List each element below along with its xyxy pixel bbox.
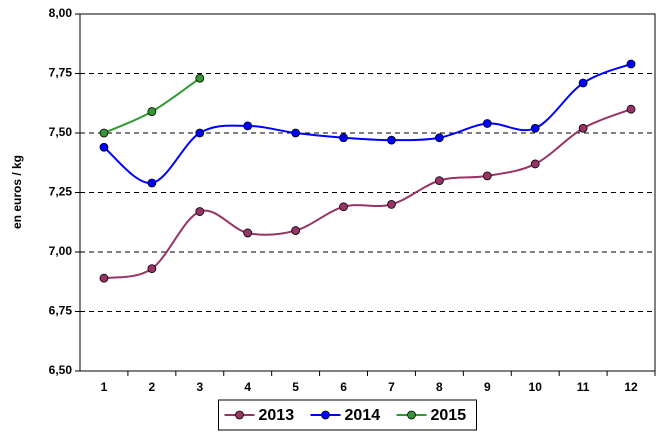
x-tick-label: 9 xyxy=(484,380,491,394)
y-tick-label: 7,50 xyxy=(49,125,73,139)
marker xyxy=(147,107,157,116)
marker xyxy=(339,202,348,212)
marker xyxy=(99,128,109,138)
marker xyxy=(482,171,492,181)
marker xyxy=(99,273,109,283)
legend-box xyxy=(218,399,477,431)
x-tick-label: 6 xyxy=(340,380,347,394)
marker xyxy=(434,133,444,143)
marker xyxy=(578,123,588,133)
marker xyxy=(626,59,636,69)
x-tick-label: 3 xyxy=(196,380,203,394)
marker xyxy=(195,128,205,138)
marker xyxy=(291,226,301,235)
marker xyxy=(243,121,253,131)
legend-label: 2014 xyxy=(345,407,381,424)
marker xyxy=(243,228,253,238)
x-tick-label: 8 xyxy=(436,380,443,394)
legend-label: 2015 xyxy=(431,407,467,424)
marker xyxy=(147,264,157,274)
y-tick-label: 7,25 xyxy=(49,185,73,199)
marker xyxy=(530,123,540,133)
marker xyxy=(147,178,157,188)
marker xyxy=(339,133,348,143)
legend-label: 2013 xyxy=(259,407,295,424)
marker xyxy=(291,128,301,138)
y-tick-label: 7,00 xyxy=(49,244,73,258)
marker xyxy=(434,176,444,186)
y-tick-label: 6,50 xyxy=(49,363,73,377)
marker xyxy=(626,104,636,114)
x-tick-label: 10 xyxy=(529,380,543,394)
x-tick-label: 11 xyxy=(577,380,590,394)
legend-marker xyxy=(321,410,330,420)
x-tick-label: 4 xyxy=(244,380,251,394)
x-tick-label: 5 xyxy=(292,380,299,394)
legend-marker xyxy=(407,410,416,420)
marker xyxy=(530,159,540,169)
marker xyxy=(482,119,492,128)
y-tick-label: 7,75 xyxy=(49,66,73,80)
x-tick-label: 12 xyxy=(624,380,638,394)
y-tick-label: 8,00 xyxy=(49,6,73,20)
marker xyxy=(578,78,588,88)
marker xyxy=(195,73,205,83)
y-axis-label: en euros / kg xyxy=(10,155,24,229)
x-tick-label: 1 xyxy=(101,380,108,394)
x-tick-label: 7 xyxy=(388,380,395,394)
legend-marker xyxy=(235,410,244,420)
y-tick-label: 6,75 xyxy=(49,304,73,318)
marker xyxy=(387,135,396,145)
marker xyxy=(99,142,109,152)
marker xyxy=(387,199,396,209)
x-tick-label: 2 xyxy=(149,380,156,394)
marker xyxy=(195,207,205,216)
line xyxy=(103,63,632,184)
